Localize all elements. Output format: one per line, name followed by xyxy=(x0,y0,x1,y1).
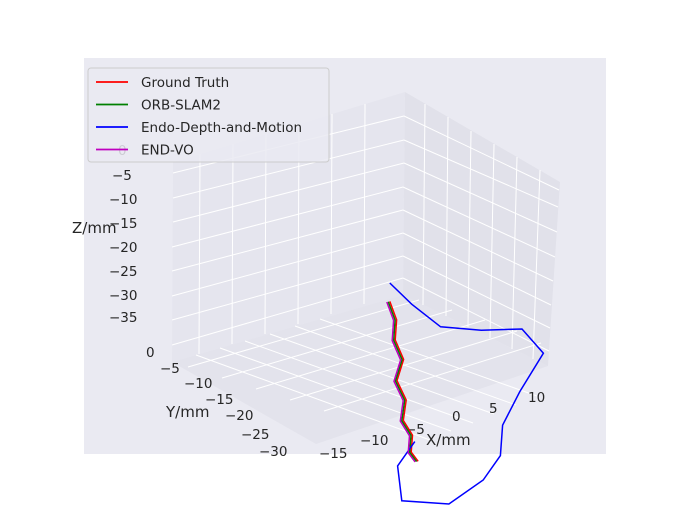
y-tick-label: −20 xyxy=(225,408,254,424)
legend: Ground Truth ORB-SLAM2 Endo-Depth-and-Moti… xyxy=(87,67,330,163)
legend-label: Ground Truth xyxy=(141,75,229,91)
series-line-1 xyxy=(389,301,419,462)
z-tick-label: −5 xyxy=(112,168,132,184)
y-tick-label: −10 xyxy=(184,376,213,392)
floor-pane xyxy=(172,295,548,444)
z-tick-label: −35 xyxy=(109,310,138,326)
y-tick-label: 0 xyxy=(146,345,155,361)
x-tick-label: 10 xyxy=(528,390,545,406)
y-tick-label: −25 xyxy=(241,427,270,443)
tick-labels: 0−5−10−15−20−25−30−350−5−10−15−20−25−30−… xyxy=(109,143,545,462)
y-tick-label: −30 xyxy=(259,444,288,460)
grid-lines xyxy=(171,103,560,441)
legend-label: ORB-SLAM2 xyxy=(141,98,221,114)
z-axis-label: Z/mm xyxy=(72,219,117,237)
z-tick-label: −25 xyxy=(109,264,138,280)
trajectories xyxy=(386,282,545,505)
z-tick-label: −15 xyxy=(109,216,138,232)
x-tick-label: 5 xyxy=(489,401,498,417)
legend-box xyxy=(87,67,330,163)
z-tick-label: −10 xyxy=(109,192,138,208)
x-tick-label: 0 xyxy=(452,409,461,425)
legend-label: Endo-Depth-and-Motion xyxy=(141,120,302,136)
legend-label: END-VO xyxy=(141,143,194,159)
x-axis-label: X/mm xyxy=(426,431,471,449)
series-line-2 xyxy=(387,301,418,463)
z-tick-label: −30 xyxy=(109,288,138,304)
y-axis-label: Y/mm xyxy=(165,403,209,421)
y-tick-label: −15 xyxy=(205,392,234,408)
series-line-4 xyxy=(386,301,416,463)
y-tick-label: −5 xyxy=(160,361,180,377)
x-tick-label: −15 xyxy=(319,446,348,462)
x-tick-label: −10 xyxy=(360,433,389,449)
z-tick-label: −20 xyxy=(109,240,138,256)
series-line-3 xyxy=(389,282,545,505)
